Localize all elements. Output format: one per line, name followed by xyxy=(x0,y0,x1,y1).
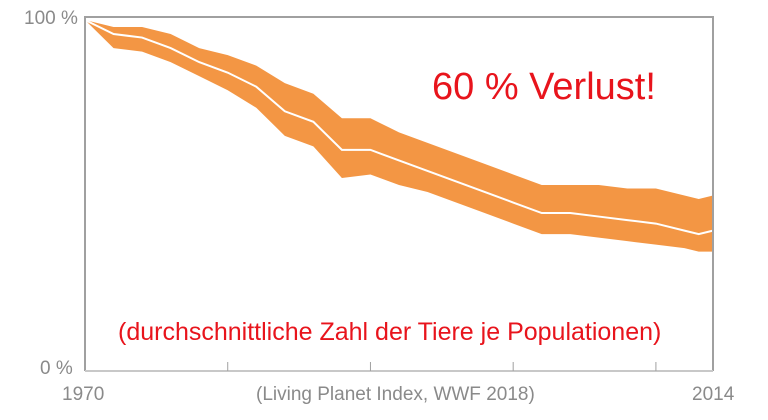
index-line xyxy=(84,19,714,236)
subtitle-annotation: (durchschnittliche Zahl der Tiere je Pop… xyxy=(118,318,662,346)
x-tick-label-1970: 1970 xyxy=(62,384,105,405)
x-tick-label-2014: 2014 xyxy=(692,384,735,405)
uncertainty-band xyxy=(85,20,713,252)
y-tick-label-0: 0 % xyxy=(40,358,73,379)
plot-frame xyxy=(84,16,714,371)
y-tick-label-100: 100 % xyxy=(24,8,78,29)
loss-annotation: 60 % Verlust! xyxy=(432,66,656,108)
source-label: (Living Planet Index, WWF 2018) xyxy=(256,384,535,405)
